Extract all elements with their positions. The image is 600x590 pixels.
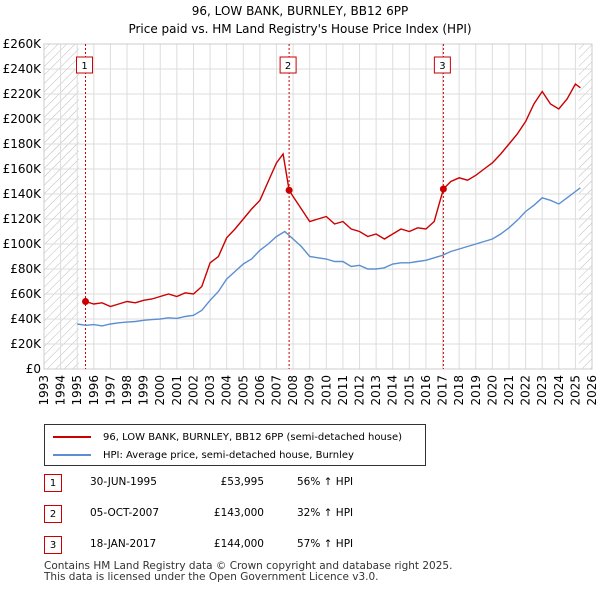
x-tick-label: 2007 bbox=[269, 375, 283, 406]
x-tick-label: 2005 bbox=[236, 375, 250, 406]
chart-subtitle: Price paid vs. HM Land Registry's House … bbox=[128, 22, 472, 36]
x-tick-label: 2025 bbox=[568, 375, 582, 406]
sale-number-badge: 3 bbox=[44, 536, 62, 554]
x-tick-label: 2019 bbox=[469, 375, 483, 406]
sale-price: £53,995 bbox=[220, 476, 264, 488]
sale-date: 30-JUN-1995 bbox=[90, 476, 157, 488]
sale-hpi-change: 32% ↑ HPI bbox=[297, 507, 354, 519]
y-tick-label: £180K bbox=[3, 137, 43, 151]
price-chart: £0 £20K £40K £60K £80K £100K £120K £140K £160K £1… bbox=[3, 37, 599, 406]
sale-marker-label: 3 bbox=[439, 61, 445, 72]
x-tick-label: 1999 bbox=[137, 375, 151, 406]
legend-item-hpi: HPI: Average price, semi-detached house,… bbox=[53, 446, 354, 464]
x-tick-label: 2020 bbox=[485, 375, 499, 406]
x-tick-label: 2000 bbox=[153, 375, 167, 406]
legend: 96, LOW BANK, BURNLEY, BB12 6PP (semi-de… bbox=[44, 424, 426, 466]
y-tick-label: £120K bbox=[3, 212, 43, 226]
x-tick-label: 2011 bbox=[336, 375, 350, 406]
hatched-region bbox=[578, 44, 592, 369]
x-tick-label: 2023 bbox=[535, 375, 549, 406]
x-tick-label: 2017 bbox=[436, 375, 450, 406]
sale-price: £143,000 bbox=[213, 507, 264, 519]
sale-number-badge: 1 bbox=[44, 474, 62, 492]
sale-date: 18-JAN-2017 bbox=[90, 538, 157, 550]
x-tick-label: 2009 bbox=[303, 375, 317, 406]
y-tick-label: £0 bbox=[26, 362, 41, 376]
sale-marker-label: 1 bbox=[81, 61, 87, 72]
chart-title: 96, LOW BANK, BURNLEY, BB12 6PP bbox=[191, 4, 409, 18]
sale-date: 05-OCT-2007 bbox=[90, 507, 159, 519]
x-tick-label: 2014 bbox=[386, 375, 400, 406]
footer-licence: This data is licensed under the Open Gov… bbox=[44, 571, 379, 583]
y-tick-label: £20K bbox=[10, 337, 42, 351]
x-tick-label: 2008 bbox=[286, 375, 300, 406]
x-tick-label: 2012 bbox=[353, 375, 367, 406]
y-tick-label: £60K bbox=[10, 287, 42, 301]
sale-marker-label: 2 bbox=[285, 61, 291, 72]
sale-marker-badge bbox=[279, 56, 297, 74]
x-tick-label: 2024 bbox=[552, 375, 566, 406]
sale-hpi-change: 56% ↑ HPI bbox=[297, 476, 354, 488]
series-line bbox=[85, 82, 581, 308]
legend-swatch-hpi bbox=[53, 454, 91, 456]
sale-marker-badge bbox=[76, 56, 94, 74]
legend-swatch-property bbox=[53, 436, 91, 438]
y-tick-label: £100K bbox=[3, 237, 43, 251]
x-tick-label: 2001 bbox=[170, 375, 184, 406]
sale-price: £144,000 bbox=[213, 538, 264, 550]
y-tick-label: £200K bbox=[3, 112, 43, 126]
x-tick-label: 1998 bbox=[120, 375, 134, 406]
x-tick-label: 1994 bbox=[54, 375, 68, 406]
x-tick-label: 2026 bbox=[585, 375, 599, 406]
x-tick-label: 2016 bbox=[419, 375, 433, 406]
x-tick-label: 1996 bbox=[87, 375, 101, 406]
sale-number-badge: 2 bbox=[44, 505, 62, 523]
sale-hpi-change: 57% ↑ HPI bbox=[297, 538, 354, 550]
hatched-region bbox=[44, 44, 79, 369]
y-tick-label: £40K bbox=[10, 312, 42, 326]
x-tick-label: 2015 bbox=[402, 375, 416, 406]
x-tick-label: 2004 bbox=[220, 375, 234, 406]
x-tick-label: 2002 bbox=[186, 375, 200, 406]
plot-area bbox=[44, 44, 592, 369]
y-tick-label: £80K bbox=[10, 262, 42, 276]
footer-copyright: Contains HM Land Registry data © Crown c… bbox=[44, 560, 453, 572]
sale-marker-badge bbox=[433, 56, 451, 74]
x-tick-label: 2010 bbox=[319, 375, 333, 406]
x-tick-label: 1993 bbox=[37, 375, 51, 406]
legend-label-property: 96, LOW BANK, BURNLEY, BB12 6PP (semi-de… bbox=[103, 431, 403, 443]
y-tick-label: £240K bbox=[3, 62, 43, 76]
x-tick-label: 1997 bbox=[103, 375, 117, 406]
x-tick-label: 2022 bbox=[519, 375, 533, 406]
x-tick-label: 1995 bbox=[70, 375, 84, 406]
x-tick-label: 2013 bbox=[369, 375, 383, 406]
y-tick-label: £160K bbox=[3, 162, 43, 176]
sale-point bbox=[439, 185, 447, 193]
y-tick-label: £260K bbox=[3, 37, 43, 51]
legend-label-hpi: HPI: Average price, semi-detached house,… bbox=[103, 449, 354, 461]
x-tick-label: 2021 bbox=[502, 375, 516, 406]
x-tick-label: 2018 bbox=[452, 375, 466, 406]
y-tick-label: £140K bbox=[3, 187, 43, 201]
sale-point bbox=[82, 298, 90, 306]
y-tick-label: £220K bbox=[3, 87, 43, 101]
plot-border bbox=[43, 43, 593, 370]
legend-item-property: 96, LOW BANK, BURNLEY, BB12 6PP (semi-de… bbox=[53, 428, 402, 446]
sale-point bbox=[285, 186, 293, 194]
footer: Contains HM Land Registry data © Crown c… bbox=[44, 561, 452, 583]
x-tick-label: 2003 bbox=[203, 375, 217, 406]
series-line bbox=[77, 187, 581, 327]
x-tick-label: 2006 bbox=[253, 375, 267, 406]
chart-title-block: 96, LOW BANK, BURNLEY, BB12 6PP Price pa… bbox=[0, 2, 600, 38]
